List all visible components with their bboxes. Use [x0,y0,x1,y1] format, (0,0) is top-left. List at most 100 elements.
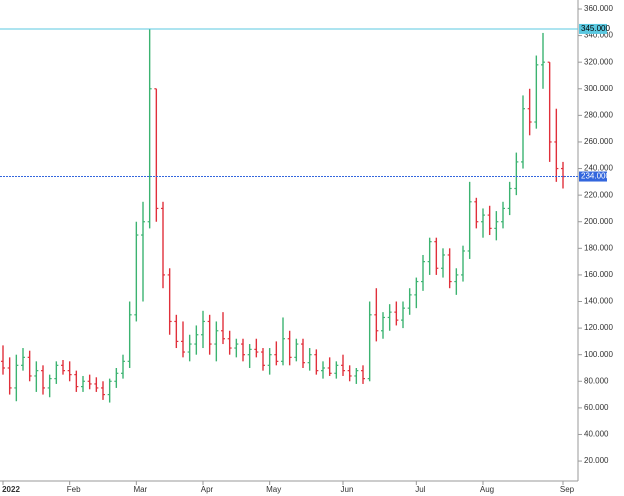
x-tick-label: 2022 [2,485,20,494]
y-tick-label: 120.000 [584,323,613,332]
price-label-box [579,23,607,34]
price-label: 345.000 [581,24,610,33]
ohlc-bar [421,254,425,291]
ohlc-bar [101,381,105,400]
ohlc-bar [561,161,565,189]
ohlc-bar [114,367,119,388]
ohlc-bar [467,181,472,259]
ohlc-bar [54,361,59,384]
ohlc-bar [221,312,225,345]
ohlc-bar [34,361,39,392]
ohlc-bar [227,330,232,355]
x-tick-label: Mar [133,485,147,494]
ohlc-bar [474,197,479,229]
ohlc-bar [534,55,539,129]
ohlc-bar [461,245,465,282]
ohlc-bar [361,365,365,384]
ohlc-bar [454,268,459,295]
ohlc-bar [47,374,52,398]
ohlc-bar [121,354,125,379]
ohlc-bar [61,360,65,375]
ohlc-bar [27,350,32,382]
ohlc-bar [494,211,499,241]
price-label: 234.000 [581,172,610,181]
y-tick-label: 180.000 [584,243,613,252]
ohlc-bar [181,321,185,358]
y-tick-label: 220.000 [584,190,613,199]
ohlc-bar [67,361,72,382]
ohlc-bar [254,338,259,358]
ohlc-bar [414,277,419,309]
ohlc-bar [387,304,392,331]
ohlc-bar [447,248,452,289]
y-tick-label: 60.000 [584,403,609,412]
ohlc-bar [407,288,412,315]
ohlc-bar [547,61,552,162]
y-tick-label: 200.000 [584,217,613,226]
ohlc-bar [294,338,299,362]
y-tick-label: 240.000 [584,164,613,173]
ohlc-bar [347,365,352,382]
ohlc-bar [1,345,5,375]
ohlc-bar [367,301,372,382]
ohlc-bar [7,357,12,395]
ohlc-bar [247,344,252,368]
ohlc-bar [521,95,525,169]
ohlc-bar [174,314,179,349]
x-tick-label: Aug [480,485,494,494]
ohlc-bar [167,268,172,335]
price-label-box [579,171,607,182]
x-tick-label: May [266,485,281,494]
ohlc-bar [281,317,285,366]
ohlc-bar [507,181,512,216]
ohlc-bar [21,348,25,371]
ohlc-bar [394,301,399,326]
ohlc-bar [287,330,292,366]
ohlc-bar [487,205,492,236]
ohlc-bar [327,357,332,376]
ohlc-bar [214,321,219,362]
ohlc-bar [441,248,445,278]
x-tick-label: Feb [67,485,81,494]
x-tick-label: Jul [415,485,425,494]
ohlc-bar [87,374,92,390]
ohlc-bar [301,338,305,368]
ohlc-bar [147,28,152,229]
ohlc-bar [334,361,339,379]
ohlc-bar [434,237,439,275]
y-tick-label: 340.000 [584,31,613,40]
y-tick-label: 320.000 [584,57,613,66]
ohlc-bar [107,378,112,403]
x-tick-label: Jun [341,485,354,494]
ohlc-bar [41,365,45,395]
ohlc-bar [381,312,385,339]
y-tick-label: 80.000 [584,376,609,385]
ohlc-bar [261,348,265,371]
ohlc-bar [481,208,485,238]
ohlc-bar [241,338,245,362]
ohlc-bar [161,201,165,289]
x-tick-label: Apr [201,485,214,494]
ohlc-bar [427,237,432,275]
y-tick-label: 280.000 [584,110,613,119]
ohlc-bar [267,348,272,375]
ohlc-bar [127,301,132,368]
y-tick-label: 40.000 [584,430,609,439]
ohlc-bar [194,325,199,355]
y-tick-label: 160.000 [584,270,613,279]
x-tick-label: Sep [560,485,575,494]
ohlc-bar [321,361,325,379]
ohlc-bar [314,349,319,375]
ohlc-bar [187,334,192,362]
ohlc-bar [141,201,145,302]
ohlc-bar [307,348,312,371]
ohlc-bar [201,310,205,349]
ohlc-bar [81,375,85,392]
ohlc-bar [501,201,505,229]
y-tick-label: 300.000 [584,84,613,93]
ohlc-bar [401,301,405,329]
ohlc-bar [527,88,532,136]
ohlc-bar [274,341,279,366]
y-tick-label: 360.000 [584,4,613,13]
